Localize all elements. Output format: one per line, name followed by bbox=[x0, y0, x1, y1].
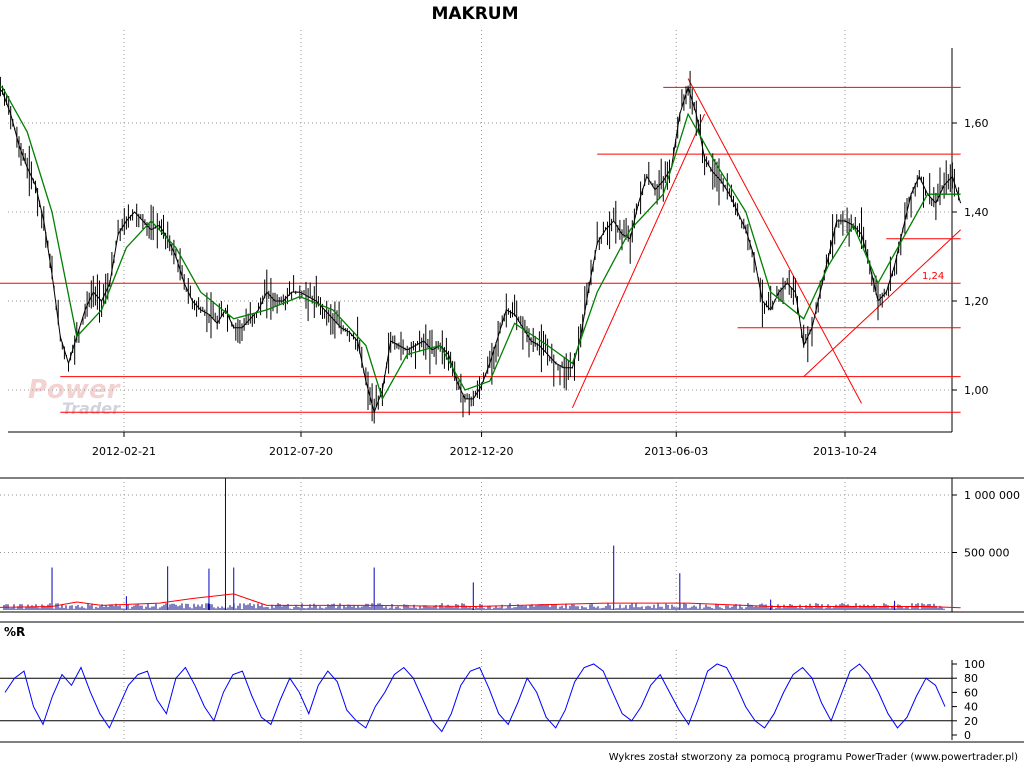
volume-tick-label: 500 000 bbox=[964, 547, 1010, 560]
x-tick-label: 2012-12-20 bbox=[450, 445, 514, 458]
chart-title: MAKRUM bbox=[431, 4, 518, 24]
price-close-line bbox=[0, 85, 962, 414]
wr-panel-label: %R bbox=[4, 625, 25, 639]
y-tick-label: 1,60 bbox=[964, 117, 989, 130]
y-tick-label: 1,20 bbox=[964, 295, 989, 308]
trend-line bbox=[571, 113, 706, 409]
powertrader-watermark: Power Trader bbox=[28, 375, 122, 418]
wr-tick-label: 0 bbox=[964, 729, 971, 742]
volume-panel: 500 000 1 000 000 bbox=[0, 477, 1024, 613]
wr-tick-label: 20 bbox=[964, 715, 978, 728]
x-axis-labels: 2012-02-21 2012-07-20 2012-12-20 2013-06-03… bbox=[92, 432, 877, 458]
trend-line bbox=[687, 78, 862, 404]
y-tick-label: 1,00 bbox=[964, 384, 989, 397]
svg-text:Power: Power bbox=[28, 375, 122, 405]
x-tick-label: 2013-10-24 bbox=[813, 445, 877, 458]
x-tick-label: 2012-07-20 bbox=[269, 445, 333, 458]
volume-tick-label: 1 000 000 bbox=[964, 489, 1020, 502]
price-panel: 1,00 1,20 1,40 1,60 1,24 bbox=[0, 30, 989, 433]
wr-tick-label: 60 bbox=[964, 686, 978, 699]
wr-tick-label: 100 bbox=[964, 658, 985, 671]
volume-average-line bbox=[0, 593, 961, 609]
x-tick-label: 2013-06-03 bbox=[644, 445, 708, 458]
footer-credit: Wykres został stworzony za pomocą progra… bbox=[609, 752, 1018, 763]
wr-tick-label: 40 bbox=[964, 701, 978, 714]
moving-average-line bbox=[0, 85, 961, 401]
wr-tick-label: 80 bbox=[964, 672, 978, 685]
x-tick-label: 2012-02-21 bbox=[92, 445, 156, 458]
y-tick-label: 1,40 bbox=[964, 206, 989, 219]
williams-r-line bbox=[4, 663, 946, 733]
svg-text:Trader: Trader bbox=[62, 399, 121, 418]
level-annotation: 1,24 bbox=[922, 271, 944, 282]
